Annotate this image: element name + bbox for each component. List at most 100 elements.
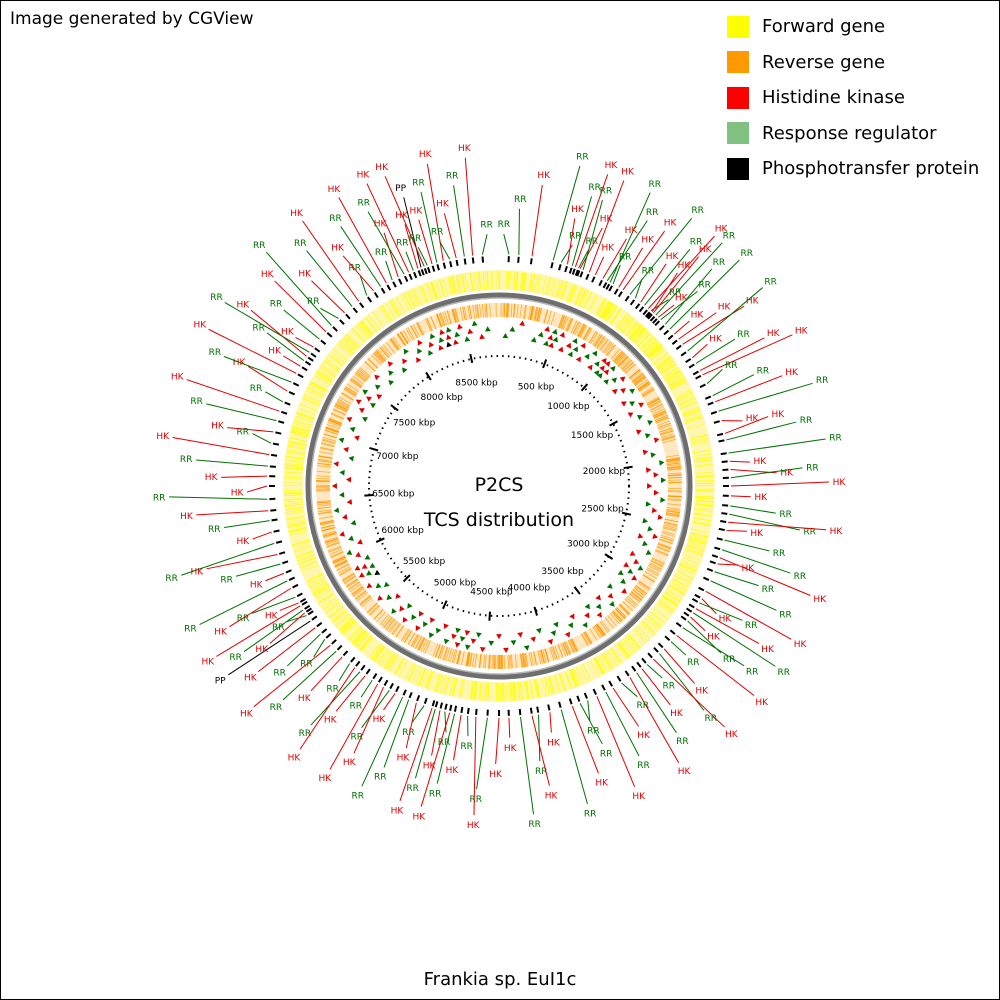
forward-gene [336,614,351,628]
feature-label: HK [761,645,775,655]
legend-item-response-regulator: Response regulator [727,116,979,152]
reverse-gene [543,309,549,324]
tcs-marker [572,346,578,353]
forward-gene [548,676,554,695]
outer-tick [720,452,727,456]
tcs-marker [621,588,627,594]
feature-label: HK [171,372,185,382]
forward-gene [347,625,361,640]
outer-tick [716,432,724,437]
feature-label: RR [829,434,842,444]
feature-label: HK [675,294,689,304]
label-connector [342,255,374,292]
forward-gene [309,578,326,588]
reverse-gene [661,532,676,537]
forward-gene [642,338,657,352]
forward-gene [594,657,605,674]
forward-gene [415,667,423,685]
forward-gene [570,285,578,303]
reverse-gene [318,511,333,515]
tcs-marker [377,595,384,601]
label-connector [699,602,743,621]
feature-label: RR [180,455,193,465]
forward-gene [430,282,437,300]
outer-tick [658,324,665,331]
forward-gene [619,316,632,332]
forward-gene [379,306,391,323]
forward-gene [678,397,696,406]
outer-tick [377,676,383,683]
feature-label: RR [600,749,613,759]
forward-gene [533,679,538,698]
ruler-tick [533,606,538,616]
forward-gene [438,279,445,297]
forward-gene [657,357,672,370]
feature-label: HK [214,627,228,637]
label-connector [418,219,433,265]
feature-label: RR [229,653,242,663]
forward-gene [505,271,508,290]
reverse-gene [657,542,672,549]
forward-gene [340,340,355,353]
reverse-gene [530,651,534,666]
reverse-gene [317,509,332,513]
forward-gene [512,271,516,290]
label-connector [717,563,739,566]
feature-label: RR [438,738,451,748]
forward-gene [407,664,417,681]
reverse-gene [377,349,387,361]
label-connector [674,320,690,335]
reverse-gene [634,586,647,596]
forward-gene [692,521,711,526]
reverse-gene [392,336,402,349]
forward-gene [685,415,703,422]
reverse-gene [352,375,365,385]
forward-gene [525,681,529,700]
forward-gene [685,547,704,555]
forward-gene [413,288,422,306]
forward-gene [693,517,712,521]
forward-gene [307,576,325,586]
forward-gene [663,594,679,605]
forward-gene [589,660,600,677]
label-connector [338,663,351,681]
forward-gene [332,611,348,624]
forward-gene [529,680,533,699]
ruler-tick [609,420,618,427]
forward-gene [674,575,691,585]
forward-gene [601,653,612,670]
feature-label: HK [795,326,809,336]
forward-gene [625,320,638,336]
label-connector [199,580,288,625]
reverse-gene [565,641,572,655]
outer-tick [389,682,394,690]
tcs-marker [375,582,382,589]
outer-tick [709,560,716,565]
forward-gene [439,675,446,693]
reverse-gene [317,460,332,464]
forward-gene [288,524,306,529]
label-connector [508,717,511,738]
label-connector [279,602,299,611]
tcs-marker [530,337,537,343]
label-connector [678,312,717,340]
forward-gene [633,629,647,644]
feature-label: RR [412,178,425,188]
label-connector [359,275,368,296]
forward-gene [406,291,415,309]
forward-gene [626,321,639,337]
reverse-gene [601,340,612,353]
forward-gene [595,298,605,315]
reverse-gene [651,558,665,566]
forward-gene [412,289,421,306]
reverse-gene [439,645,445,660]
tcs-marker [604,361,611,367]
forward-gene [648,346,663,359]
forward-gene [676,392,693,401]
reverse-gene [533,306,538,321]
forward-gene [361,637,374,652]
forward-gene [600,654,612,670]
tcs-marker [338,437,345,444]
tcs-marker [595,594,601,601]
forward-gene [695,496,714,498]
